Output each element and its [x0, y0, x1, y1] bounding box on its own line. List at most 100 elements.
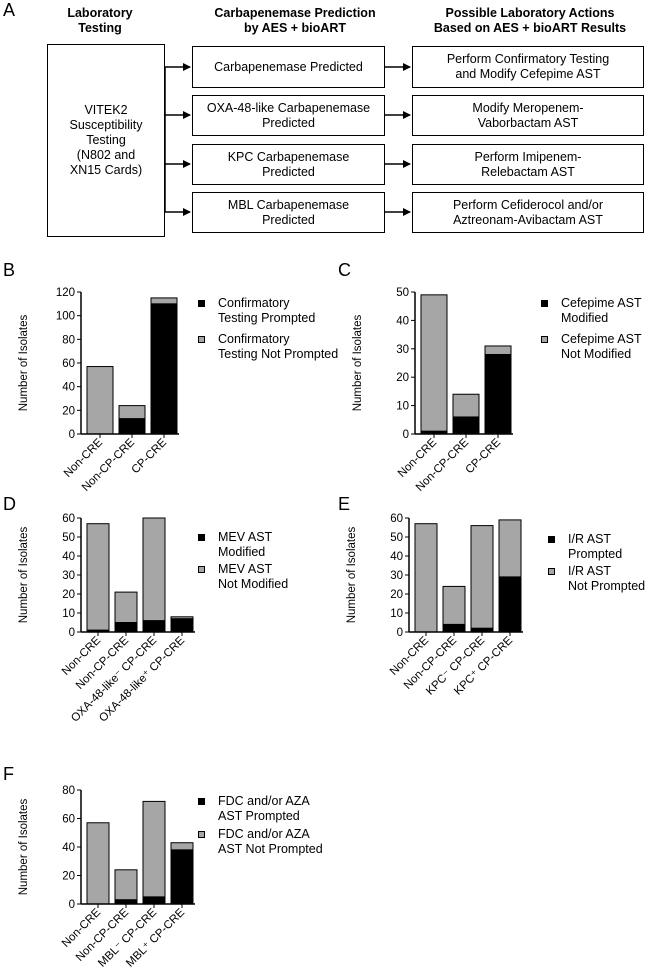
- y-tick-label: 40: [390, 551, 403, 563]
- legend-swatch-black: [198, 798, 205, 805]
- y-tick-label: 40: [62, 842, 75, 854]
- bar-segment: [114, 591, 138, 623]
- panel-e-letter: E: [338, 494, 351, 514]
- panel-d-letter: D: [3, 494, 16, 514]
- y-axis-label: Number of Isolates: [18, 526, 30, 623]
- y-axis-label: Number of Isolates: [18, 798, 30, 895]
- y-axis-label: Number of Isolates: [18, 314, 30, 411]
- bar-segment: [142, 800, 166, 898]
- bar-segment: [170, 616, 194, 620]
- action-box-confirmatory-cefepime: Perform Confirmatory Testing and Modify …: [412, 46, 644, 88]
- y-tick-label: 60: [62, 358, 75, 370]
- legend-label: I/R AST Not Prompted: [568, 564, 646, 593]
- bar-segment: [420, 294, 448, 432]
- bar-segment: [118, 405, 146, 420]
- y-tick-label: 60: [62, 513, 75, 525]
- legend-swatch-gray: [541, 336, 548, 343]
- y-tick-label: 20: [396, 372, 409, 384]
- legend-label: FDC and/or AZA AST Prompted: [218, 794, 310, 823]
- legend-swatch-gray: [198, 336, 205, 343]
- legend-swatch-gray: [548, 568, 555, 575]
- y-tick-label: 30: [390, 570, 403, 582]
- y-axis-label: Number of Isolates: [352, 314, 364, 411]
- action-box-meropenem-vaborbactam: Modify Meropenem- Vaborbactam AST: [412, 95, 644, 136]
- bar-segment: [86, 366, 114, 435]
- y-tick-label: 10: [62, 608, 75, 620]
- y-tick-label: 10: [390, 608, 403, 620]
- prediction-box-mbl: MBL Carbapenemase Predicted: [192, 192, 385, 233]
- legend-swatch-black: [198, 300, 205, 307]
- y-tick-label: 0: [69, 627, 75, 639]
- action-box-imipenem-relebactam: Perform Imipenem- Relebactam AST: [412, 144, 644, 185]
- y-tick-label: 0: [69, 429, 75, 441]
- legend-label: I/R AST Prompted: [568, 532, 623, 561]
- y-tick-label: 40: [396, 315, 409, 327]
- y-tick-label: 0: [397, 627, 403, 639]
- action-box-cefiderocol-aztreonam: Perform Cefiderocol and/or Aztreonam-Avi…: [412, 192, 644, 233]
- prediction-box-oxa48: OXA-48-like Carbapenemase Predicted: [192, 95, 385, 136]
- vitek2-testing-box: VITEK2 Susceptibility Testing (N802 and …: [47, 44, 165, 237]
- legend-label: Confirmatory Testing Prompted: [218, 296, 316, 325]
- flowchart-arrows: [164, 63, 411, 216]
- y-tick-label: 30: [62, 570, 75, 582]
- bar-segment: [142, 517, 166, 622]
- bar-segment: [142, 896, 166, 905]
- bar-segment: [114, 869, 138, 901]
- y-tick-label: 20: [62, 871, 75, 883]
- y-axis-label: Number of Isolates: [346, 526, 358, 623]
- y-tick-label: 50: [62, 532, 75, 544]
- y-tick-label: 0: [403, 429, 409, 441]
- bar-segment: [86, 822, 110, 905]
- legend-label: MEV AST Not Modified: [218, 562, 289, 591]
- bar-segment: [150, 303, 178, 435]
- y-tick-label: 40: [62, 382, 75, 394]
- prediction-box-kpc: KPC Carbapenemase Predicted: [192, 144, 385, 185]
- y-tick-label: 30: [396, 344, 409, 356]
- header-laboratory-testing: Laboratory Testing: [67, 6, 133, 35]
- bar-segment: [484, 353, 512, 435]
- y-tick-label: 50: [396, 287, 409, 299]
- y-tick-label: 0: [69, 899, 75, 911]
- bar-segment: [442, 585, 466, 625]
- legend-label: MEV AST Modified: [218, 530, 273, 559]
- y-tick-label: 20: [62, 405, 75, 417]
- bar-segment: [452, 393, 480, 418]
- legend-label: FDC and/or AZA AST Not Prompted: [218, 827, 323, 856]
- legend-label: Cefepime AST Not Modified: [561, 332, 642, 361]
- panel-c-letter: C: [338, 260, 351, 280]
- y-tick-label: 50: [390, 532, 403, 544]
- legend-swatch-black: [541, 300, 548, 307]
- bar-segment: [170, 849, 194, 905]
- header-carbapenemase-prediction: Carbapenemase Prediction by AES + bioART: [214, 6, 376, 35]
- panel-b-letter: B: [3, 260, 16, 280]
- y-tick-label: 80: [62, 785, 75, 797]
- y-tick-label: 100: [56, 311, 75, 323]
- y-tick-label: 60: [62, 814, 75, 826]
- panel-a-letter: A: [3, 0, 16, 20]
- legend-swatch-black: [548, 536, 555, 543]
- bar-segment: [170, 842, 194, 851]
- y-tick-label: 40: [62, 551, 75, 563]
- y-tick-label: 10: [396, 401, 409, 413]
- y-tick-label: 120: [56, 287, 75, 299]
- bar-segment: [470, 525, 494, 629]
- y-tick-label: 20: [390, 589, 403, 601]
- panel-f-letter: F: [3, 764, 14, 784]
- legend-swatch-black: [198, 534, 205, 541]
- prediction-box-carbapenemase: Carbapenemase Predicted: [192, 46, 385, 88]
- y-tick-label: 20: [62, 589, 75, 601]
- y-tick-label: 60: [390, 513, 403, 525]
- legend-label: Cefepime AST Modified: [561, 296, 642, 325]
- y-tick-label: 80: [62, 334, 75, 346]
- bar-segment: [498, 519, 522, 578]
- legend-swatch-gray: [198, 831, 205, 838]
- header-possible-actions: Possible Laboratory Actions Based on AES…: [433, 6, 627, 35]
- bar-segment: [150, 297, 178, 305]
- legend-label: Confirmatory Testing Not Prompted: [218, 332, 339, 361]
- bar-segment: [86, 523, 110, 631]
